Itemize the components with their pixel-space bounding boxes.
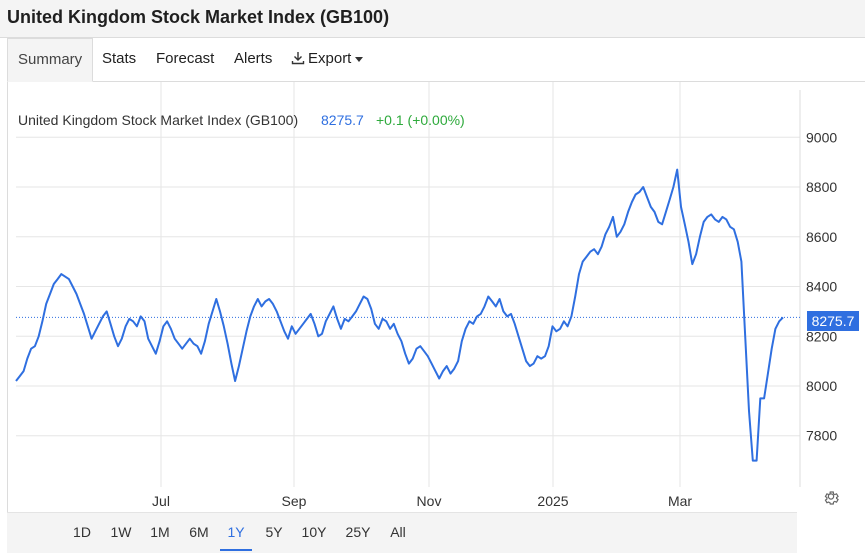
y-tick-label: 8000 <box>806 378 837 394</box>
title-bar: United Kingdom Stock Market Index (GB100… <box>0 0 865 38</box>
y-axis-labels: 7800 8000 8200 8400 8600 8800 9000 <box>806 129 837 443</box>
range-6m[interactable]: 6M <box>189 524 209 540</box>
caret-down-icon <box>355 56 364 62</box>
range-1y[interactable]: 1Y <box>220 513 252 551</box>
legend-price: 8275.7 <box>321 112 364 128</box>
chart-area[interactable]: United Kingdom Stock Market Index (GB100… <box>7 82 865 553</box>
series-line <box>15 168 784 462</box>
range-1m[interactable]: 1M <box>150 524 170 540</box>
x-axis-labels: Jul Sep Nov 2025 Mar <box>152 493 692 509</box>
y-tick-label: 8600 <box>806 229 837 245</box>
range-1d[interactable]: 1D <box>73 524 91 540</box>
x-tick-label: Mar <box>668 493 692 509</box>
tab-stats[interactable]: Stats <box>102 50 137 67</box>
tab-forecast[interactable]: Forecast <box>156 50 215 67</box>
x-tick-label: Sep <box>282 493 307 509</box>
tab-alerts[interactable]: Alerts <box>234 50 273 67</box>
export-label: Export <box>308 50 352 67</box>
range-selector: 1D 1W 1M 6M 1Y 5Y 10Y 25Y All <box>7 512 797 553</box>
tab-bar: Summary Stats Forecast Alerts Export <box>7 38 865 82</box>
y-gridlines <box>16 136 800 437</box>
y-tick-label: 7800 <box>806 428 837 444</box>
download-icon <box>291 52 305 65</box>
y-tick-label: 8800 <box>806 179 837 195</box>
legend-name: United Kingdom Stock Market Index (GB100… <box>18 112 298 128</box>
last-price-tag: 8275.7 <box>807 311 859 331</box>
page-title: United Kingdom Stock Market Index (GB100… <box>7 7 390 27</box>
y-tick-label: 9000 <box>806 129 837 145</box>
price-chart[interactable]: United Kingdom Stock Market Index (GB100… <box>8 82 865 512</box>
x-tick-label: 2025 <box>537 493 568 509</box>
range-25y[interactable]: 25Y <box>345 524 371 540</box>
legend-change: +0.1 (+0.00%) <box>376 112 465 128</box>
tab-export[interactable]: Export <box>281 38 373 82</box>
x-tick-label: Jul <box>152 493 170 509</box>
gear-icon[interactable] <box>822 489 840 507</box>
y-tick-label: 8200 <box>806 328 837 344</box>
x-tick-label: Nov <box>417 493 442 509</box>
range-1w[interactable]: 1W <box>110 524 132 540</box>
x-gridlines <box>160 82 681 487</box>
range-5y[interactable]: 5Y <box>265 524 283 540</box>
y-tick-label: 8400 <box>806 279 837 295</box>
tab-summary[interactable]: Summary <box>7 38 94 82</box>
range-10y[interactable]: 10Y <box>301 524 327 540</box>
range-all[interactable]: All <box>390 524 406 540</box>
